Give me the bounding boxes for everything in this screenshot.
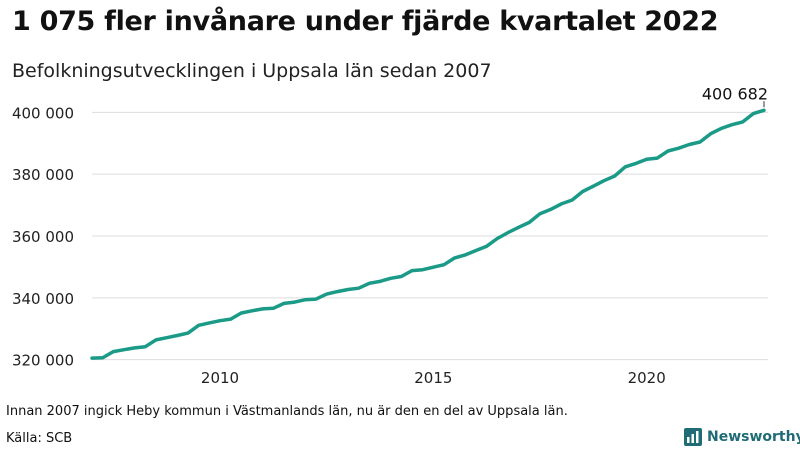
data-point xyxy=(592,185,595,188)
data-point xyxy=(112,350,115,353)
data-point xyxy=(634,162,638,165)
data-point xyxy=(602,179,606,182)
data-point xyxy=(378,280,382,283)
data-point xyxy=(624,165,627,168)
data-point xyxy=(506,231,510,234)
data-point xyxy=(197,324,200,327)
data-point xyxy=(400,275,403,278)
data-point xyxy=(517,226,520,229)
data-point xyxy=(570,198,574,202)
data-point xyxy=(336,290,339,293)
data-point xyxy=(240,311,243,315)
data-point xyxy=(314,297,318,301)
data-point xyxy=(208,321,211,325)
data-point xyxy=(346,288,350,291)
data-point xyxy=(272,307,275,310)
series-layer xyxy=(90,108,766,360)
data-point xyxy=(293,300,296,304)
data-point xyxy=(282,302,286,305)
data-point xyxy=(442,263,446,266)
data-point xyxy=(485,245,488,248)
y-tick-label: 340 000 xyxy=(12,290,74,308)
y-tick-label: 380 000 xyxy=(12,166,74,184)
data-point xyxy=(730,123,734,126)
data-point xyxy=(645,158,648,161)
data-point xyxy=(464,253,467,257)
data-point xyxy=(218,319,222,322)
data-point xyxy=(122,348,126,351)
data-point xyxy=(389,277,392,280)
brand-logo: Newsworthy xyxy=(684,428,800,446)
data-point xyxy=(538,212,542,215)
data-point xyxy=(176,334,179,337)
data-point xyxy=(474,249,478,252)
source-credit: Källa: SCB xyxy=(6,431,73,446)
data-point xyxy=(421,268,424,271)
data-point xyxy=(762,109,766,112)
data-point xyxy=(581,190,584,193)
y-axis-ticks: 320 000 340 000 360 000 380 000 400 000 xyxy=(12,104,74,369)
chart-subtitle: Befolkningsutvecklingen i Uppsala län se… xyxy=(12,60,492,82)
chart-title: 1 075 fler invånare under fjärde kvartal… xyxy=(12,6,719,37)
annotation-layer: 400 682 xyxy=(702,84,768,108)
series-line xyxy=(90,108,766,360)
gridlines xyxy=(92,111,768,361)
y-tick-label: 400 000 xyxy=(12,104,74,122)
data-point xyxy=(144,345,147,348)
data-point xyxy=(229,317,232,321)
data-point xyxy=(410,269,414,272)
data-point xyxy=(496,237,499,240)
x-axis-ticks: 2010 2015 2020 xyxy=(201,369,666,387)
y-tick-label: 360 000 xyxy=(12,228,74,246)
data-point xyxy=(720,127,723,130)
data-point xyxy=(549,208,552,211)
data-point xyxy=(656,156,659,160)
x-tick-label: 2010 xyxy=(201,369,239,387)
data-point xyxy=(90,356,94,360)
data-point xyxy=(560,202,563,206)
data-point xyxy=(688,143,691,146)
data-point xyxy=(528,221,531,224)
data-point xyxy=(698,140,702,144)
data-point xyxy=(325,292,328,296)
data-point xyxy=(677,147,680,150)
x-tick-label: 2020 xyxy=(628,369,666,387)
data-point xyxy=(101,356,104,359)
data-point xyxy=(165,336,168,339)
annotation-label: 400 682 xyxy=(702,84,768,103)
footnote: Innan 2007 ingick Heby kommun i Västmanl… xyxy=(6,404,568,419)
brand-name: Newsworthy xyxy=(707,429,800,445)
data-point xyxy=(741,120,744,124)
data-point xyxy=(250,309,254,312)
data-point xyxy=(133,346,136,350)
data-point xyxy=(368,282,371,285)
x-tick-label: 2015 xyxy=(414,369,452,387)
data-point xyxy=(453,256,456,260)
data-point xyxy=(357,287,360,290)
data-point xyxy=(752,112,755,115)
data-point xyxy=(709,132,712,135)
data-point xyxy=(154,338,158,342)
data-point xyxy=(304,298,307,301)
data-point xyxy=(186,331,190,335)
data-point xyxy=(261,307,264,311)
data-point xyxy=(613,174,616,178)
y-tick-label: 320 000 xyxy=(12,352,74,370)
data-point xyxy=(432,266,435,269)
bar-chart-icon xyxy=(684,428,702,446)
data-point xyxy=(666,149,670,153)
